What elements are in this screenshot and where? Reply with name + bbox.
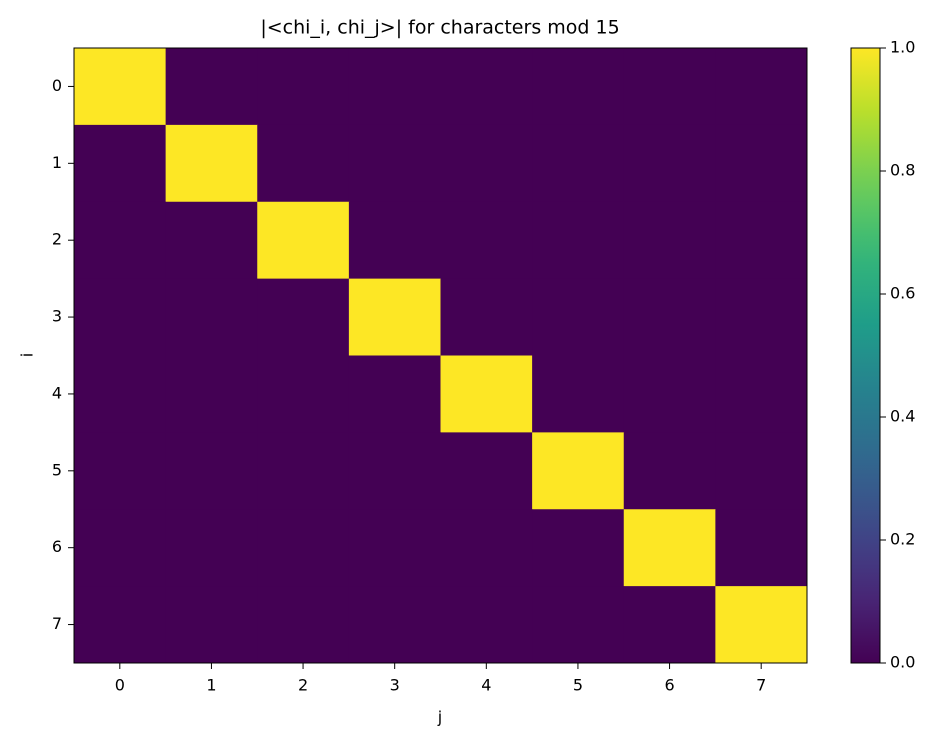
heatmap-cell (623, 124, 716, 203)
heatmap-cell (348, 48, 441, 126)
heatmap-cell (623, 432, 716, 510)
y-tick-label: 7 (52, 614, 62, 633)
y-tick-label: 1 (52, 153, 62, 172)
heatmap-cell (257, 124, 350, 203)
y-tick-label: 4 (52, 383, 62, 402)
heatmap-cell (715, 355, 808, 433)
heatmap-cell (532, 432, 625, 510)
x-axis-label: j (437, 708, 442, 727)
heatmap-cell (257, 201, 350, 280)
x-tick-label: 0 (115, 676, 125, 695)
heatmap-cell (348, 124, 441, 203)
heatmap-cell (715, 509, 808, 587)
heatmap-cell (165, 509, 258, 587)
heatmap-cell (348, 278, 441, 356)
plot-frame (73, 47, 808, 664)
heatmap-cell (440, 586, 533, 664)
heatmap-cell (257, 278, 350, 356)
heatmap-cell (440, 201, 533, 280)
heatmap-cell (348, 201, 441, 280)
heatmap-cell (532, 278, 625, 356)
colorbar-tick-label: 0.0 (890, 653, 915, 672)
heatmap-cell (74, 201, 167, 280)
heatmap-cell (532, 586, 625, 664)
y-tick-label: 3 (52, 307, 62, 326)
colorbar-tick-label: 0.6 (890, 284, 915, 303)
heatmap-cell (257, 509, 350, 587)
heatmap-cell (165, 48, 258, 126)
x-tick-label: 5 (573, 676, 583, 695)
colorbar-tick-label: 1.0 (890, 38, 915, 57)
heatmap-cell (74, 355, 167, 433)
heatmap-cell (257, 355, 350, 433)
colorbar-tick-label: 0.8 (890, 161, 915, 180)
x-tick-label: 4 (481, 676, 491, 695)
chart-title: |<chi_i, chi_j>| for characters mod 15 (260, 17, 619, 39)
heatmap-cell (74, 432, 167, 510)
heatmap-cell (348, 509, 441, 587)
heatmap-cell (623, 201, 716, 280)
heatmap-cell (715, 201, 808, 280)
y-tick-label: 0 (52, 76, 62, 95)
y-tick-label: 6 (52, 537, 62, 556)
heatmap-cell (623, 278, 716, 356)
heatmap-cell (532, 509, 625, 587)
heatmap-cell (348, 586, 441, 664)
x-tick-label: 2 (298, 676, 308, 695)
x-tick-label: 6 (664, 676, 674, 695)
y-tick-label: 2 (52, 230, 62, 249)
heatmap-cell (440, 124, 533, 203)
heatmap-cell (74, 509, 167, 587)
heatmap-cell (532, 124, 625, 203)
heatmap-cell (440, 278, 533, 356)
heatmap-cell (165, 124, 258, 203)
y-axis-label: i (18, 353, 37, 357)
heatmap-cell (532, 201, 625, 280)
heatmap-cell (623, 509, 716, 587)
heatmap-cell (715, 586, 808, 664)
colorbar-tick-label: 0.2 (890, 530, 915, 549)
heatmap-cell (715, 48, 808, 126)
colorbar (850, 47, 881, 664)
y-tick-label: 5 (52, 460, 62, 479)
heatmap-cell (257, 48, 350, 126)
heatmap-cell (623, 355, 716, 433)
heatmap-cell (165, 586, 258, 664)
heatmap-cell (440, 48, 533, 126)
x-tick-label: 3 (390, 676, 400, 695)
x-tick-label: 7 (756, 676, 766, 695)
heatmap-cell (165, 201, 258, 280)
heatmap-cell (623, 586, 716, 664)
heatmap-cell (74, 586, 167, 664)
heatmap-cell (348, 355, 441, 433)
heatmap-cell (165, 432, 258, 510)
heatmap-cell (440, 509, 533, 587)
heatmap-cell (715, 124, 808, 203)
heatmap-cell (74, 48, 167, 126)
heatmap-cell (74, 124, 167, 203)
heatmap-cell (257, 432, 350, 510)
colorbar-tick-label: 0.4 (890, 407, 915, 426)
heatmap-cell (440, 355, 533, 433)
x-tick-label: 1 (206, 676, 216, 695)
heatmap-cell (715, 432, 808, 510)
heatmap-cell (715, 278, 808, 356)
heatmap-cell (532, 48, 625, 126)
heatmap-cell (74, 278, 167, 356)
heatmap-cell (623, 48, 716, 126)
heatmap-cell (440, 432, 533, 510)
heatmap-cell (165, 278, 258, 356)
heatmap-cell (348, 432, 441, 510)
heatmap-cell (532, 355, 625, 433)
heatmap-cell (165, 355, 258, 433)
heatmap-cell (257, 586, 350, 664)
